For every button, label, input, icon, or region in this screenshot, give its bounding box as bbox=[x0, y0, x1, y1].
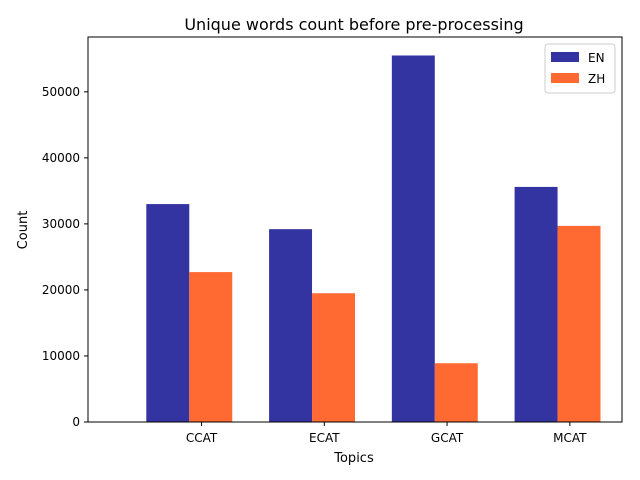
plot-area bbox=[87, 36, 623, 423]
x-tick-label: GCAT bbox=[431, 431, 464, 445]
y-axis-ticks: 0 10000 20000 30000 40000 50000 bbox=[42, 85, 88, 429]
x-axis-label: Topics bbox=[333, 451, 374, 466]
y-tick-label: 20000 bbox=[42, 283, 80, 297]
bar-zh-gcat bbox=[434, 363, 478, 422]
bar-zh-mcat bbox=[557, 225, 601, 422]
x-tick-label: ECAT bbox=[309, 431, 340, 445]
y-tick-label: 0 bbox=[72, 415, 80, 429]
legend-label-en: EN bbox=[588, 51, 605, 65]
y-tick-label: 30000 bbox=[42, 217, 80, 231]
chart-title: Unique words count before pre-processing bbox=[184, 15, 523, 34]
bar-en-ecat bbox=[269, 229, 313, 422]
x-axis-ticks: CCAT ECAT GCAT MCAT bbox=[186, 422, 587, 445]
legend-label-zh: ZH bbox=[588, 72, 605, 86]
legend-swatch-en bbox=[551, 52, 579, 62]
bar-zh-ccat bbox=[189, 272, 233, 422]
x-tick-label: MCAT bbox=[553, 431, 587, 445]
legend-swatch-zh bbox=[551, 73, 579, 83]
bar-en-mcat bbox=[514, 186, 558, 422]
legend: EN ZH bbox=[544, 43, 616, 94]
plot-frame bbox=[87, 36, 623, 423]
bar-en-ccat bbox=[146, 204, 190, 422]
y-tick-label: 40000 bbox=[42, 151, 80, 165]
y-axis-label: Count bbox=[16, 211, 31, 250]
bar-en-gcat bbox=[391, 55, 435, 423]
x-tick-label: CCAT bbox=[186, 431, 218, 445]
bar-zh-ecat bbox=[312, 293, 355, 422]
y-tick-label: 10000 bbox=[42, 349, 80, 363]
y-tick-label: 50000 bbox=[42, 85, 80, 99]
